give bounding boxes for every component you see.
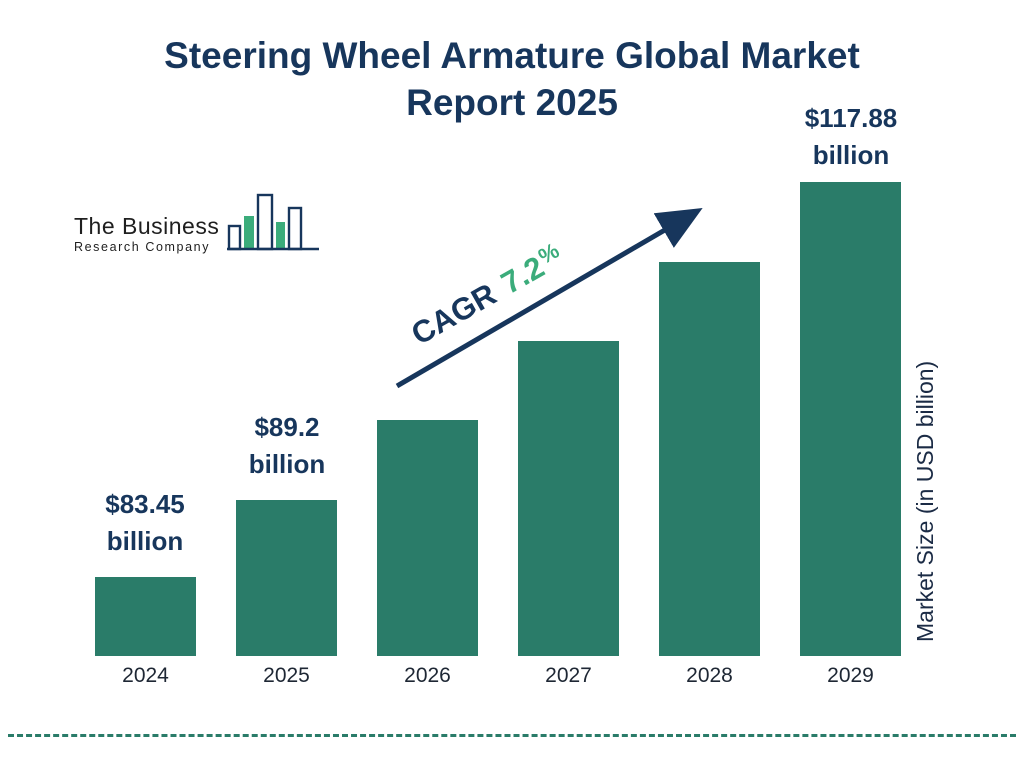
chart-title-line1: Steering Wheel Armature Global Market [164, 35, 860, 76]
chart-title: Steering Wheel Armature Global Market Re… [0, 32, 1024, 127]
bar-2028 [659, 262, 760, 656]
x-tick-2027: 2027 [545, 664, 592, 687]
bottom-dashed-line [8, 734, 1016, 737]
bar-2024 [95, 577, 196, 656]
bar-2025 [236, 500, 337, 656]
value-amount-2029: $117.88 [804, 103, 898, 133]
chart-title-line2: Report 2025 [406, 82, 618, 124]
x-tick-2026: 2026 [404, 664, 451, 687]
x-tick-2025: 2025 [263, 664, 310, 687]
x-tick-2024: 2024 [122, 664, 169, 687]
bar-chart-logo-icon [227, 193, 320, 251]
value-label-2029: $117.88 billion [751, 100, 951, 174]
y-axis-title: Market Size (in USD billion) [912, 360, 938, 642]
bar-2029 [800, 182, 901, 656]
x-tick-2028: 2028 [686, 664, 733, 687]
company-logo: The Business Research Company [74, 192, 320, 254]
logo-subtitle: Research Company [74, 240, 211, 254]
value-unit-2025: billion [248, 449, 326, 479]
bar-series [95, 182, 901, 656]
value-label-2024: $83.45 billion [45, 486, 245, 560]
x-axis-labels: 2024 2025 2026 2027 2028 2029 [95, 664, 901, 688]
value-amount-2025: $89.2 [254, 412, 320, 442]
x-tick-2029: 2029 [827, 664, 874, 687]
value-label-2025: $89.2 billion [187, 409, 387, 483]
value-unit-2029: billion [812, 140, 890, 170]
bar-2026 [377, 420, 478, 656]
logo-text: The Business Research Company [74, 214, 219, 254]
value-amount-2024: $83.45 [105, 489, 185, 519]
bar-2027 [518, 341, 619, 656]
logo-name: The Business [74, 212, 220, 239]
value-unit-2024: billion [106, 526, 184, 556]
